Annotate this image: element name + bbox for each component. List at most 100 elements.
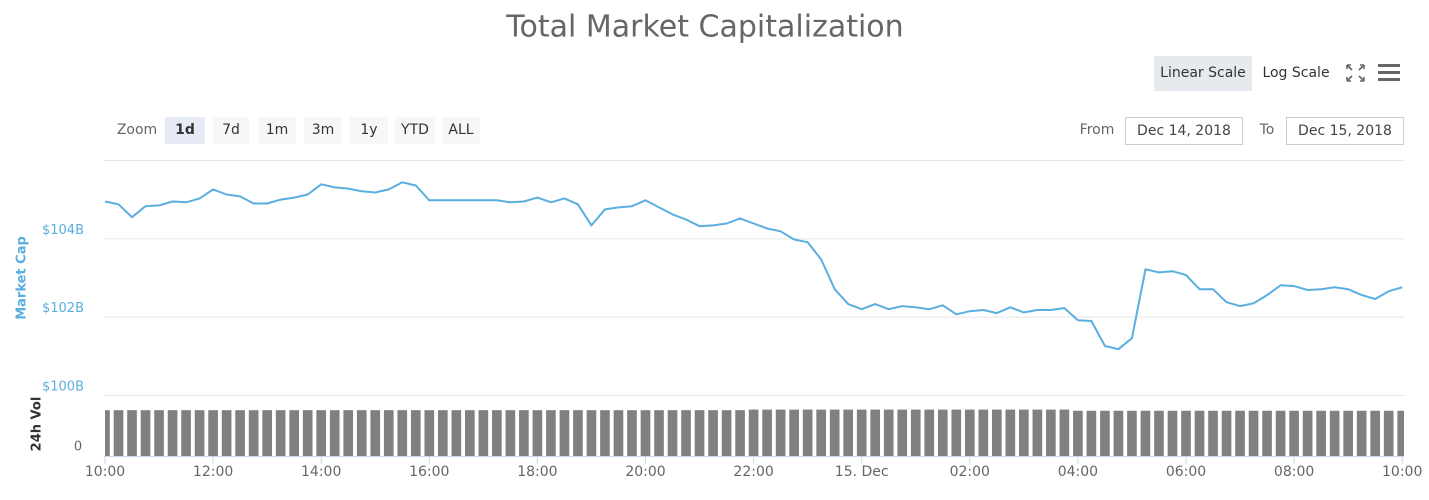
volume-bar: [951, 409, 962, 456]
from-input[interactable]: [1125, 117, 1243, 145]
zoom-button[interactable]: [442, 117, 480, 144]
volume-bar: [383, 410, 394, 456]
volume-bar: [302, 410, 313, 456]
zoom-button-label[interactable]: 1m: [266, 122, 289, 138]
volume-bar: [667, 410, 678, 456]
zoom-button[interactable]: [165, 117, 205, 144]
x-tick-label: 06:00: [1166, 464, 1206, 480]
volume-bar: [1343, 410, 1353, 456]
zoom-button-label[interactable]: 1d: [175, 122, 195, 138]
volume-bar: [600, 410, 610, 456]
zoom-button[interactable]: [213, 117, 249, 144]
volume-bar: [289, 410, 299, 456]
volume-bar: [843, 409, 854, 456]
volume-bar: [397, 410, 408, 456]
volume-bar: [451, 410, 462, 456]
x-tick-label: 20:00: [625, 464, 665, 480]
x-tick-label: 16:00: [409, 464, 449, 480]
x-tick-label: 10:00: [1382, 464, 1422, 480]
x-tick-label: 10:00: [85, 464, 125, 480]
volume-bar: [775, 409, 786, 456]
x-tick-label: 15. Dec: [835, 464, 889, 480]
volume-bar: [519, 410, 529, 456]
volume-bar: [789, 409, 799, 456]
zoom-button[interactable]: [304, 117, 342, 144]
volume-bar: [1005, 409, 1016, 456]
to-input[interactable]: [1286, 117, 1404, 145]
volume-bar: [1113, 410, 1124, 456]
to-label: To: [1259, 122, 1275, 138]
volume-bar: [1275, 410, 1286, 456]
x-tick-label: 18:00: [517, 464, 557, 480]
volume-bar: [105, 410, 110, 456]
volume-bar: [1100, 410, 1110, 456]
y-axis-title: Market Cap: [15, 236, 30, 320]
y-tick-label: $104B: [42, 223, 84, 238]
volume-bar: [910, 409, 921, 456]
zoom-button-label[interactable]: YTD: [400, 122, 429, 138]
zoom-button[interactable]: [395, 117, 435, 144]
y-tick-label: $102B: [42, 301, 84, 316]
volume-bar: [1073, 410, 1083, 456]
volume-bar: [546, 410, 556, 456]
linear-scale-button[interactable]: [1154, 56, 1252, 91]
menu-icon[interactable]: [1378, 64, 1400, 81]
volume-bar: [613, 410, 624, 456]
volume-bar: [410, 410, 421, 456]
volume-bar: [1397, 410, 1404, 456]
volume-bar: [208, 410, 218, 456]
zoom-button[interactable]: [258, 117, 296, 144]
volume-bar: [1221, 410, 1232, 456]
volume-tick-label: 0: [74, 440, 82, 455]
volume-bar: [924, 409, 935, 456]
volume-bar: [559, 410, 570, 456]
volume-bar: [181, 410, 191, 456]
volume-bar: [1032, 409, 1043, 456]
zoom-button-label[interactable]: 3m: [312, 122, 335, 138]
x-tick-label: 08:00: [1274, 464, 1314, 480]
x-tick-label: 14:00: [301, 464, 341, 480]
volume-bar: [1383, 410, 1394, 456]
from-date[interactable]: Dec 14, 2018: [1137, 123, 1231, 139]
linear-scale-label[interactable]: Linear Scale: [1160, 65, 1246, 81]
volume-bar: [1181, 410, 1191, 456]
volume-bar: [1356, 410, 1367, 456]
volume-bar: [370, 410, 381, 456]
zoom-button-label[interactable]: 7d: [222, 122, 240, 138]
volume-bar: [221, 410, 232, 456]
volume-bar: [1208, 410, 1218, 456]
volume-bar: [262, 410, 272, 456]
volume-bar: [505, 410, 516, 456]
volume-bar: [235, 410, 245, 456]
log-scale-label[interactable]: Log Scale: [1262, 65, 1329, 81]
volume-bar: [465, 410, 475, 456]
from-label: From: [1080, 122, 1115, 138]
zoom-button-label[interactable]: ALL: [448, 122, 473, 138]
volume-bar: [167, 410, 178, 456]
volume-bar: [1154, 410, 1164, 456]
volume-bar: [424, 410, 435, 456]
volume-bar: [1262, 410, 1272, 456]
volume-bar: [492, 410, 502, 456]
volume-bar: [248, 410, 259, 456]
fullscreen-icon[interactable]: [1346, 64, 1365, 82]
volume-bar: [343, 410, 354, 456]
volume-bar: [856, 409, 867, 456]
volume-bar: [586, 410, 597, 456]
volume-bar: [964, 409, 975, 456]
zoom-button[interactable]: [350, 117, 388, 144]
volume-bar: [356, 410, 367, 456]
volume-bar: [1329, 410, 1340, 456]
volume-bar: [1127, 410, 1137, 456]
volume-bar: [1235, 410, 1245, 456]
volume-bar: [721, 410, 732, 456]
to-date[interactable]: Dec 15, 2018: [1298, 123, 1392, 139]
volume-bar: [113, 410, 124, 456]
volume-bar: [1140, 410, 1151, 456]
zoom-button-label[interactable]: 1y: [360, 122, 377, 138]
volume-bar: [194, 410, 205, 456]
volume-bar: [640, 410, 651, 456]
volume-bar: [1194, 410, 1205, 456]
volume-bar: [532, 410, 543, 456]
